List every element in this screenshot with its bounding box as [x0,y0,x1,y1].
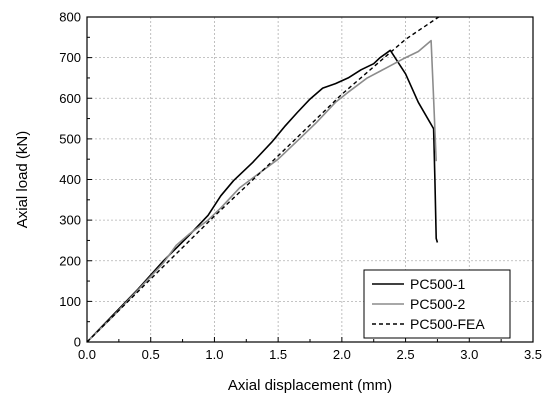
x-tick-label: 0.0 [78,347,96,362]
y-tick-label: 300 [59,213,81,228]
legend-label: PC500-FEA [410,316,485,332]
x-tick-label: 2.0 [333,347,351,362]
y-axis-title: Axial load (kN) [14,131,31,229]
y-tick-label: 400 [59,172,81,187]
legend-label: PC500-1 [410,276,465,292]
x-tick-label: 1.0 [205,347,223,362]
x-tick-label: 1.5 [269,347,287,362]
x-tick-label: 2.5 [397,347,415,362]
series-line-pc500-fea [87,17,440,342]
x-tick-label: 3.5 [524,347,542,362]
x-tick-label: 3.0 [460,347,478,362]
y-tick-label: 200 [59,253,81,268]
y-tick-label: 800 [59,10,81,25]
y-tick-label: 600 [59,91,81,106]
x-tick-label: 0.5 [142,347,160,362]
y-tick-label: 0 [74,335,81,350]
y-axis-tick-labels: 0 100 200 300 400 500 600 700 800 [59,10,81,350]
y-tick-label: 500 [59,131,81,146]
axis-ticks [86,16,534,343]
y-tick-label: 700 [59,50,81,65]
x-axis-title: Axial displacement (mm) [228,377,392,394]
series-group [87,17,440,342]
x-axis-tick-labels: 0.0 0.5 1.0 1.5 2.0 2.5 3.0 3.5 [78,347,542,362]
y-tick-label: 100 [59,294,81,309]
legend: PC500-1 PC500-2 PC500-FEA [363,269,511,339]
series-line-pc500-2 [87,39,437,342]
legend-label: PC500-2 [410,296,465,312]
